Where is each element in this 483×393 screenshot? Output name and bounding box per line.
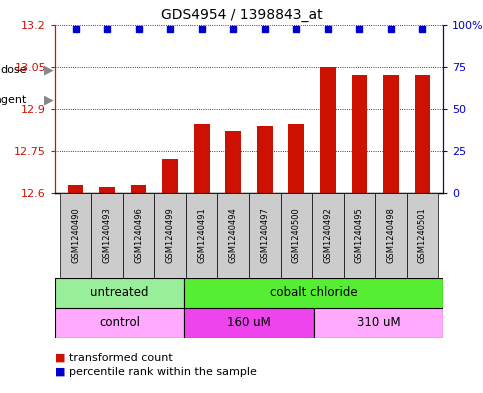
Bar (414, 75, 430, 193)
Bar (185, 278, 443, 308)
Bar (320, 67, 336, 193)
Text: untreated: untreated (90, 286, 149, 299)
Text: control: control (99, 316, 140, 329)
Text: ▶: ▶ (44, 94, 54, 107)
Bar (60, 193, 91, 278)
Text: cobalt chloride: cobalt chloride (270, 286, 357, 299)
Text: GSM1240496: GSM1240496 (134, 208, 143, 263)
Text: GSM1240497: GSM1240497 (260, 208, 269, 263)
Text: GSM1240501: GSM1240501 (418, 208, 427, 263)
Bar (226, 131, 241, 193)
Bar (343, 193, 375, 278)
Bar (281, 193, 312, 278)
Bar (185, 308, 313, 338)
Bar (383, 75, 399, 193)
Bar (375, 193, 407, 278)
Bar (249, 193, 281, 278)
Text: GSM1240491: GSM1240491 (197, 208, 206, 263)
Text: dose: dose (0, 65, 27, 75)
Text: GDS4954 / 1398843_at: GDS4954 / 1398843_at (161, 8, 322, 22)
Text: ■: ■ (55, 353, 66, 363)
Bar (312, 193, 343, 278)
Text: GSM1240498: GSM1240498 (386, 208, 396, 263)
Bar (257, 126, 273, 193)
Text: agent: agent (0, 95, 27, 105)
Bar (55, 278, 185, 308)
Bar (91, 193, 123, 278)
Text: GSM1240493: GSM1240493 (102, 208, 112, 263)
Text: ▶: ▶ (44, 64, 54, 77)
Bar (68, 185, 84, 193)
Bar (131, 185, 146, 193)
Bar (194, 125, 210, 193)
Text: 160 uM: 160 uM (227, 316, 271, 329)
Text: GSM1240499: GSM1240499 (166, 208, 175, 263)
Bar (186, 193, 217, 278)
Bar (162, 160, 178, 193)
Text: GSM1240495: GSM1240495 (355, 208, 364, 263)
Text: 310 uM: 310 uM (356, 316, 400, 329)
Bar (155, 193, 186, 278)
Bar (407, 193, 438, 278)
Bar (123, 193, 155, 278)
Text: transformed count: transformed count (69, 353, 173, 363)
Text: ■: ■ (55, 367, 66, 377)
Text: GSM1240494: GSM1240494 (229, 208, 238, 263)
Bar (217, 193, 249, 278)
Text: GSM1240500: GSM1240500 (292, 208, 301, 263)
Bar (55, 308, 185, 338)
Text: percentile rank within the sample: percentile rank within the sample (69, 367, 257, 377)
Text: GSM1240490: GSM1240490 (71, 208, 80, 263)
Bar (99, 187, 115, 193)
Bar (313, 308, 443, 338)
Bar (352, 75, 367, 193)
Text: GSM1240492: GSM1240492 (323, 208, 332, 263)
Bar (288, 125, 304, 193)
